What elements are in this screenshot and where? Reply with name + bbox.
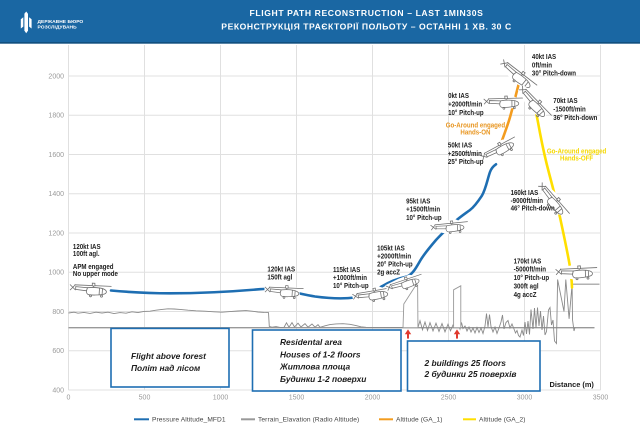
svg-text:Pressure Altitude_MFD1: Pressure Altitude_MFD1 (152, 417, 226, 424)
svg-text:40kt IAS: 40kt IAS (532, 54, 557, 61)
svg-text:30° Pitch-down: 30° Pitch-down (532, 69, 576, 77)
svg-text:РОЗСЛІДУВАНЬ: РОЗСЛІДУВАНЬ (38, 24, 78, 30)
svg-text:Hands-ON: Hands-ON (460, 129, 490, 136)
svg-text:Terrain_Elavation (Radio Altit: Terrain_Elavation (Radio Altitude) (258, 417, 359, 424)
svg-text:120kt IAS: 120kt IAS (73, 244, 101, 251)
svg-text:20° Pitch-up: 20° Pitch-up (377, 260, 413, 268)
svg-text:Residental area: Residental area (280, 337, 342, 347)
svg-text:1800: 1800 (48, 113, 64, 120)
svg-text:70kt IAS: 70kt IAS (553, 98, 578, 105)
svg-text:10° Pitch-up: 10° Pitch-up (514, 274, 550, 282)
svg-text:170kt IAS: 170kt IAS (514, 258, 542, 265)
svg-text:3500: 3500 (593, 395, 609, 402)
svg-text:2000: 2000 (48, 73, 64, 80)
svg-text:Будинки 1-2 поверхи: Будинки 1-2 поверхи (280, 374, 366, 384)
svg-text:Політ над лісом: Політ над лісом (131, 363, 201, 373)
svg-text:APM engaged: APM engaged (73, 264, 114, 271)
svg-text:36° Pitch-down: 36° Pitch-down (553, 114, 597, 122)
svg-text:120kt IAS: 120kt IAS (267, 266, 295, 273)
svg-text:2 buildings 25 floors: 2 buildings 25 floors (424, 358, 507, 368)
svg-text:Altitude (GA_1): Altitude (GA_1) (396, 417, 443, 424)
svg-text:FLIGHT PATH RECONSTRUCTION – L: FLIGHT PATH RECONSTRUCTION – LAST 1MIN30… (250, 8, 484, 18)
svg-text:1400: 1400 (48, 191, 64, 198)
svg-text:-5000ft/min: -5000ft/min (514, 266, 546, 273)
svg-text:+1000ft/min: +1000ft/min (333, 275, 367, 282)
svg-text:95kt IAS: 95kt IAS (406, 198, 431, 205)
svg-text:2g accZ: 2g accZ (377, 269, 400, 276)
svg-text:+2000ft/min: +2000ft/min (448, 101, 482, 108)
svg-text:105kt IAS: 105kt IAS (377, 245, 405, 252)
svg-text:0kt IAS: 0kt IAS (448, 93, 469, 100)
svg-text:+2500ft/min: +2500ft/min (448, 150, 482, 157)
svg-text:1600: 1600 (48, 152, 64, 159)
svg-text:25° Pitch-up: 25° Pitch-up (448, 158, 484, 166)
svg-text:-1500ft/min: -1500ft/min (553, 106, 585, 113)
svg-text:Go-Around engaged: Go-Around engaged (547, 148, 606, 155)
svg-text:Hands-OFF: Hands-OFF (560, 155, 593, 162)
svg-text:Flight above forest: Flight above forest (131, 351, 207, 361)
svg-text:ДЕРЖАВНЕ БЮРО: ДЕРЖАВНЕ БЮРО (38, 19, 84, 25)
svg-text:4g accZ: 4g accZ (514, 292, 537, 299)
svg-text:0: 0 (67, 395, 71, 402)
svg-text:-9000ft/min: -9000ft/min (511, 197, 543, 204)
svg-text:Go-Around engaged: Go-Around engaged (446, 122, 505, 129)
svg-text:100ft agl.: 100ft agl. (73, 250, 100, 257)
svg-text:150ft agl: 150ft agl (267, 274, 292, 281)
svg-text:+1500ft/min: +1500ft/min (406, 206, 440, 213)
svg-text:+2000ft/min: +2000ft/min (377, 253, 411, 260)
svg-text:Altitude (GA_2): Altitude (GA_2) (479, 417, 526, 424)
svg-text:1000: 1000 (213, 395, 229, 402)
svg-text:160kt IAS: 160kt IAS (511, 190, 539, 197)
svg-text:50kt IAS: 50kt IAS (448, 142, 473, 149)
svg-text:800: 800 (52, 309, 64, 316)
svg-text:600: 600 (52, 348, 64, 355)
svg-text:46° Pitch-down: 46° Pitch-down (511, 204, 555, 212)
svg-text:10° Pitch-up: 10° Pitch-up (448, 109, 484, 117)
svg-text:2 будинки 25 поверхів: 2 будинки 25 поверхів (424, 369, 517, 379)
svg-text:Houses of 1-2 floors: Houses of 1-2 floors (280, 349, 361, 359)
svg-text:3000: 3000 (517, 395, 533, 402)
svg-text:2000: 2000 (365, 395, 381, 402)
svg-text:400: 400 (52, 387, 64, 394)
svg-text:Distance (m): Distance (m) (550, 380, 595, 389)
svg-text:0ft/min: 0ft/min (532, 62, 552, 69)
svg-text:1200: 1200 (48, 230, 64, 237)
svg-text:115kt IAS: 115kt IAS (333, 267, 361, 274)
svg-text:РЕКОНСТРУКЦІЯ ТРАЄКТОРІЇ ПОЛЬО: РЕКОНСТРУКЦІЯ ТРАЄКТОРІЇ ПОЛЬОТУ – ОСТАН… (221, 21, 511, 31)
svg-text:300ft agl: 300ft agl (514, 283, 539, 290)
svg-text:Житлова площа: Житлова площа (279, 362, 351, 372)
svg-text:1000: 1000 (48, 270, 64, 277)
svg-text:10° Pitch-up: 10° Pitch-up (406, 213, 442, 221)
svg-text:2500: 2500 (441, 395, 457, 402)
svg-text:500: 500 (139, 395, 151, 402)
svg-text:1500: 1500 (289, 395, 305, 402)
svg-text:10° Pitch-up: 10° Pitch-up (333, 282, 369, 290)
svg-text:No upper mode: No upper mode (73, 270, 118, 277)
